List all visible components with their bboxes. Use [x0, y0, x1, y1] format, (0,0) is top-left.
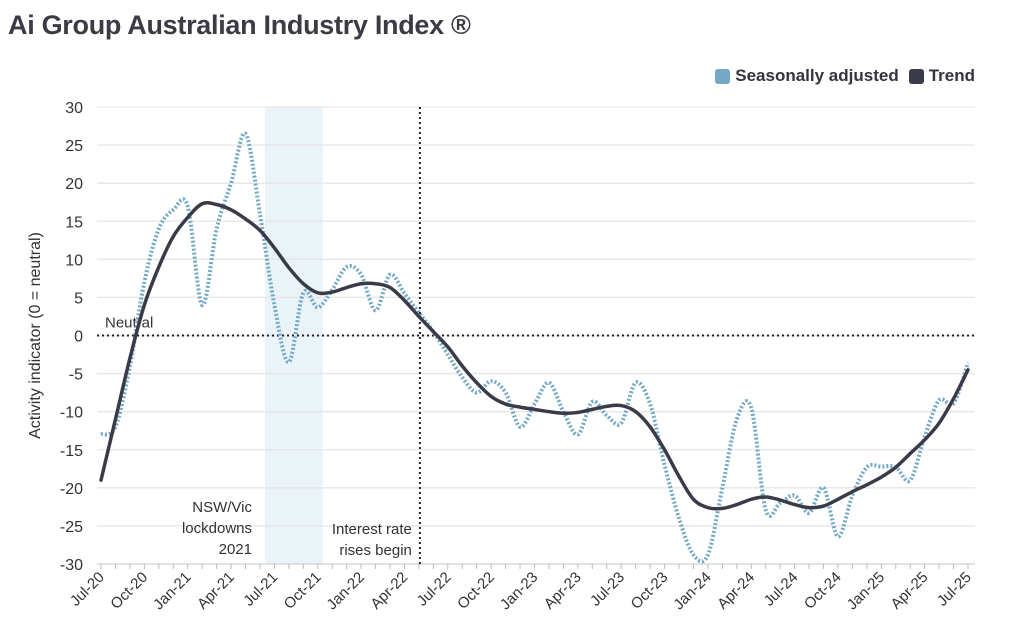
x-tick-label: Jan-22 — [323, 569, 367, 613]
x-tick-label: Jul-25 — [934, 569, 975, 610]
y-tick-label: -5 — [69, 367, 83, 384]
legend-label-trend: Trend — [928, 66, 975, 85]
series-seasonally-adjusted — [100, 131, 970, 564]
legend: Seasonally adjusted Trend — [705, 66, 975, 86]
x-tick-label: Jul-20 — [67, 569, 108, 610]
x-tick-label: Oct-24 — [801, 569, 845, 613]
x-tick-label: Jan-23 — [497, 569, 541, 613]
y-tick-label: -20 — [60, 481, 83, 498]
x-tick-label: Jan-25 — [844, 569, 888, 613]
x-tick-label: Apr-24 — [714, 569, 758, 613]
y-tick-label: 0 — [74, 329, 83, 346]
x-tick-label: Jul-23 — [587, 569, 628, 610]
y-tick-label: 20 — [65, 176, 83, 193]
y-tick-label: -10 — [60, 405, 83, 422]
x-tick-label: Oct-20 — [107, 569, 151, 613]
y-tick-label: 25 — [65, 138, 83, 155]
x-tick-label: Apr-25 — [888, 569, 932, 613]
y-tick-label: -25 — [60, 519, 83, 536]
x-tick-label: Apr-23 — [541, 569, 585, 613]
series-trend — [99, 201, 970, 511]
x-tick-label: Oct-23 — [628, 569, 672, 613]
x-tick-label: Apr-22 — [367, 569, 411, 613]
legend-swatch-trend — [908, 68, 924, 84]
x-tick-label: Oct-21 — [281, 569, 325, 613]
x-tick-label: Jan-21 — [150, 569, 194, 613]
lockdown-annotation: 2021 — [219, 541, 252, 558]
rates-annotation: rises begin — [339, 542, 412, 559]
lockdown-annotation: lockdowns — [182, 520, 252, 537]
legend-swatch-seasonally-adjusted — [715, 68, 731, 84]
y-tick-label: -15 — [60, 443, 83, 460]
y-tick-label: 30 — [65, 100, 83, 117]
chart-title: Ai Group Australian Industry Index ® — [8, 10, 471, 40]
x-tick-label: Oct-22 — [454, 569, 498, 613]
rates-annotation: Interest rate — [332, 521, 412, 538]
y-tick-label: 10 — [65, 252, 83, 269]
x-tick-label: Jul-24 — [761, 569, 802, 610]
y-tick-label: 5 — [74, 290, 83, 307]
legend-label-seasonally-adjusted: Seasonally adjusted — [735, 66, 899, 85]
x-tick-label: Jan-24 — [670, 569, 714, 613]
x-tick-label: Jul-21 — [240, 569, 281, 610]
y-axis-label: Activity indicator (0 = neutral) — [27, 232, 44, 439]
y-tick-label: 15 — [65, 214, 83, 231]
lockdown-annotation: NSW/Vic — [192, 499, 252, 516]
x-tick-label: Jul-22 — [414, 569, 455, 610]
y-tick-label: -30 — [60, 557, 83, 574]
neutral-label: Neutral — [105, 315, 153, 332]
x-tick-label: Apr-21 — [194, 569, 238, 613]
